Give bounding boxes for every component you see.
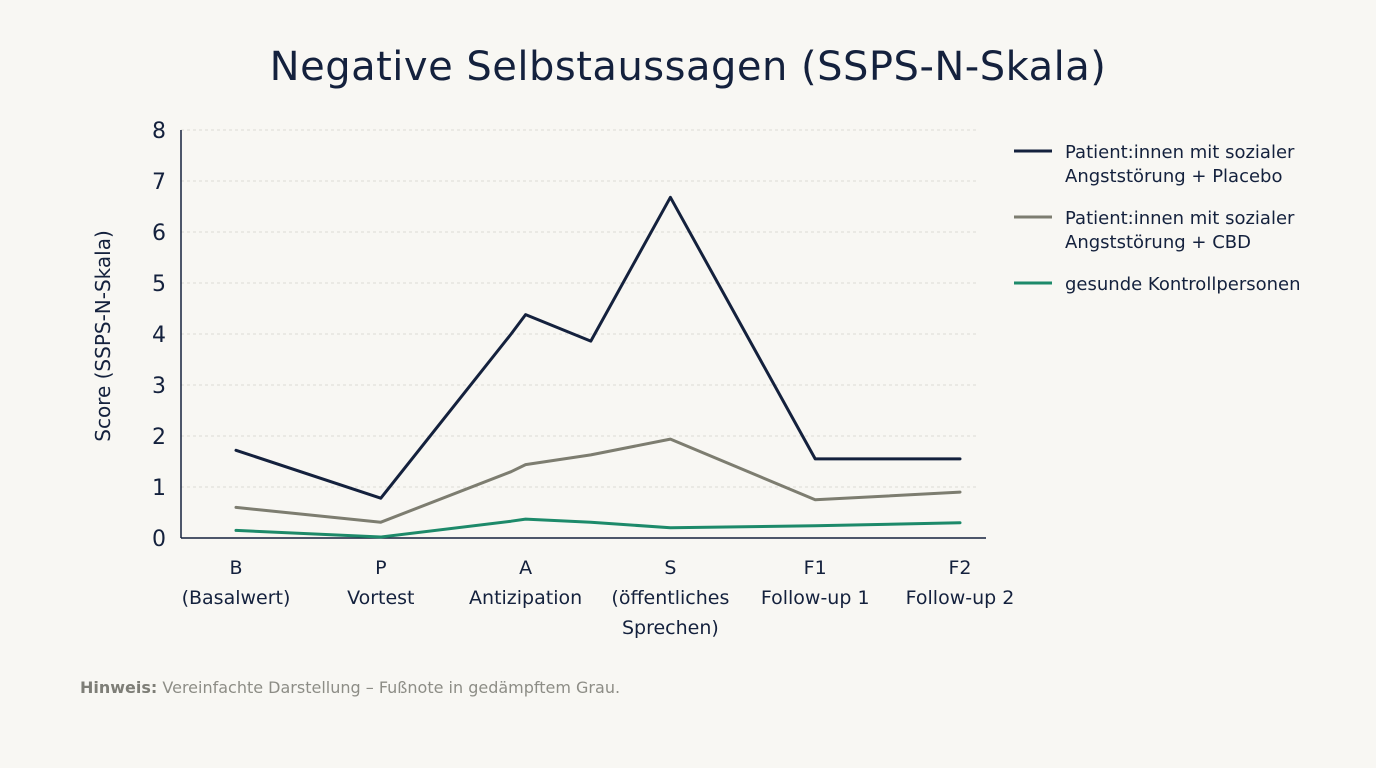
- y-axis-title: Score (SSPS-N-Skala): [91, 230, 115, 442]
- series-lines: [234, 195, 962, 539]
- x-tick-label: Follow-up 2: [906, 587, 1015, 609]
- x-tick-label: Sprechen): [622, 617, 719, 639]
- x-tick-label: Follow-up 1: [761, 587, 870, 609]
- y-tick-label: 5: [152, 272, 166, 297]
- legend-label: Patient:innen mit sozialer: [1065, 142, 1295, 163]
- legend-label: Angststörung + Placebo: [1065, 166, 1283, 187]
- x-tick-labels: B (Basalwert) P Vortest A Antizipation S (öffen…: [182, 557, 1015, 639]
- x-tick-label: P: [375, 557, 386, 579]
- axes: [180, 130, 986, 539]
- x-tick-label: Vortest: [347, 587, 414, 609]
- y-tick-label: 3: [152, 374, 166, 399]
- y-tick-label: 4: [152, 323, 166, 348]
- legend-label: Patient:innen mit sozialer: [1065, 208, 1295, 229]
- legend-item-2: Patient:innen mit sozialer Angststörung +…: [1014, 208, 1295, 253]
- y-tick-label: 2: [152, 425, 166, 450]
- y-tick-label: 1: [152, 476, 166, 501]
- x-tick-label: F2: [948, 557, 971, 579]
- y-tick-label: 8: [152, 119, 166, 144]
- x-tick-label: (Basalwert): [182, 587, 291, 609]
- y-tick-label: 7: [152, 170, 166, 195]
- x-tick-label: (öffentliches: [611, 587, 729, 609]
- y-tick-labels: 0 1 2 3 4 5 6 7 8: [152, 119, 166, 552]
- legend-label: Angststörung + CBD: [1065, 232, 1251, 253]
- series-line-1: [234, 195, 962, 500]
- footnote-text: Vereinfachte Darstellung – Fußnote in ge…: [157, 678, 621, 697]
- y-tick-label: 0: [152, 527, 166, 552]
- x-tick-label: F1: [804, 557, 827, 579]
- footnote-label: Hinweis:: [80, 678, 158, 697]
- legend: Patient:innen mit sozialer Angststörung +…: [1014, 142, 1301, 295]
- legend-label: gesunde Kontrollpersonen: [1065, 274, 1301, 295]
- series-line-3: [234, 517, 962, 539]
- x-tick-label: A: [519, 557, 532, 579]
- series-line-2: [234, 437, 962, 524]
- chart-title: Negative Selbstaussagen (SSPS-N-Skala): [269, 44, 1107, 90]
- footnote: Hinweis: Vereinfachte Darstellung – Fußn…: [80, 678, 620, 697]
- x-tick-label: S: [664, 557, 676, 579]
- y-tick-label: 6: [152, 221, 166, 246]
- legend-item-1: Patient:innen mit sozialer Angststörung +…: [1014, 142, 1295, 187]
- x-tick-label: Antizipation: [469, 587, 582, 609]
- legend-item-3: gesunde Kontrollpersonen: [1014, 274, 1301, 295]
- gridlines: [181, 129, 978, 488]
- x-tick-label: B: [229, 557, 242, 579]
